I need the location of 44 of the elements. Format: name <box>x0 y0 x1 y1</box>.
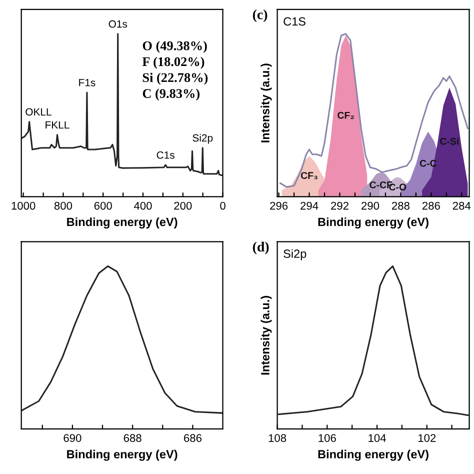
x-tick-label: 690 <box>64 434 82 442</box>
x-axis-title: Binding energy (eV) <box>67 450 178 461</box>
annotation: Si (22.78%) <box>142 72 208 85</box>
series-label: CF₃ <box>300 172 318 180</box>
series-label: C-Si <box>440 138 458 145</box>
x-tick-label: 400 <box>134 202 152 210</box>
x-tick-label: 288 <box>392 202 410 210</box>
series-label: CF₂ <box>338 112 354 119</box>
annotation: C (9.83%) <box>142 88 200 101</box>
chart-title: C1S <box>284 17 306 26</box>
x-tick-label: 102 <box>418 434 436 442</box>
x-axis-title: Binding energy (eV) <box>318 450 428 461</box>
x-tick-label: 284 <box>452 202 471 210</box>
x-tick-label: 686 <box>184 434 202 442</box>
chart-title: Si2p <box>284 249 306 260</box>
x-tick-label: 104 <box>368 434 386 442</box>
annotation: F (18.02%) <box>142 56 204 69</box>
annotation: OKLL <box>26 108 52 116</box>
annotation: FKLL <box>46 121 70 129</box>
chart-subtitle: (d) <box>252 242 269 254</box>
x-tick-label: 0 <box>220 202 226 210</box>
x-axis-title: Binding energy (eV) <box>67 217 178 229</box>
x-axis-title: Binding energy (eV) <box>318 217 428 229</box>
x-tick-label: 294 <box>300 202 318 210</box>
x-tick-label: 1000 <box>12 202 36 210</box>
x-tick-label: 286 <box>422 202 440 210</box>
x-tick-label: 106 <box>318 434 336 442</box>
y-axis-title: Intensity (a.u.) <box>260 64 272 142</box>
y-axis-title: Intensity (a.u.) <box>260 296 272 375</box>
annotation: O1s <box>108 20 128 28</box>
x-tick-label: 800 <box>54 202 72 210</box>
annotation: Si2p <box>192 134 213 144</box>
x-tick-label: 290 <box>362 202 380 210</box>
x-tick-label: 292 <box>331 202 348 210</box>
x-tick-label: 296 <box>270 202 288 210</box>
x-tick-label: 200 <box>174 202 192 210</box>
x-tick-label: 108 <box>268 434 286 442</box>
x-tick-label: 688 <box>124 434 142 442</box>
annotation: F1s <box>79 79 96 86</box>
annotation: O (49.38%) <box>142 40 207 53</box>
series-label: C-C <box>420 160 436 167</box>
annotation: C1s <box>156 151 174 159</box>
x-tick-label: 600 <box>94 202 112 210</box>
chart-subtitle: (c) <box>252 9 268 22</box>
